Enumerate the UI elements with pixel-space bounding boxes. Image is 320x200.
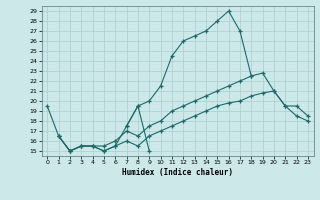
X-axis label: Humidex (Indice chaleur): Humidex (Indice chaleur) [122, 168, 233, 177]
